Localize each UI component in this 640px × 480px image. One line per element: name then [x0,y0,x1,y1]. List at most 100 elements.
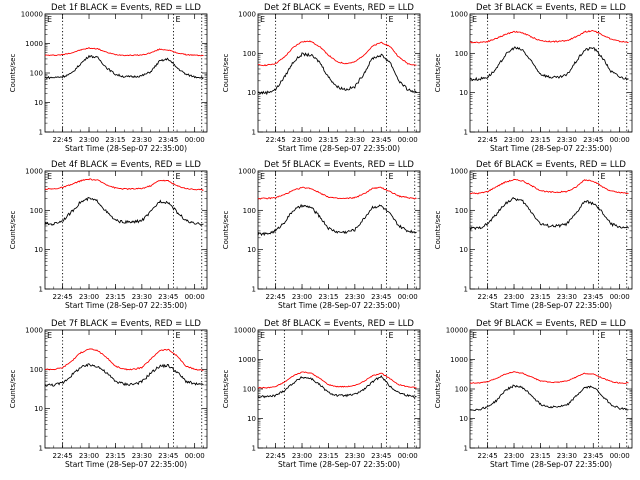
y-tick-label: 1 [39,129,43,137]
x-axis-label: Start Time (28-Sep-07 22:35:00) [278,460,400,469]
x-tick-label: 23:30 [132,293,152,301]
y-axis-label: Counts/sec [434,54,442,93]
plot-frame [44,170,208,290]
x-axis-label: Start Time (28-Sep-07 22:35:00) [490,301,612,310]
panel-det-2f: Det 2f BLACK = Events, RED = LLD 1 10 100 10… [222,3,421,153]
y-tick-label: 1 [464,286,468,294]
x-tick-label: 22:45 [53,136,73,144]
y-tick-label: 1 [252,129,256,137]
y-tick-label: 100 [455,50,468,58]
y-tick-label: 10 [459,246,468,254]
series-events-line [469,196,629,231]
series-lld-line [469,370,629,384]
y-tick-label: 10000 [21,11,43,19]
x-axis-label: Start Time (28-Sep-07 22:35:00) [65,144,187,153]
chart-title: Det 9f BLACK = Events, RED = LLD [476,319,626,329]
y-tick-label: 1000 [25,40,43,48]
y-axis-label: Counts/sec [9,54,17,93]
y-tick-label: 1000 [238,356,256,364]
y-tick-label: 1 [464,445,468,453]
y-axis-label: Counts/sec [434,211,442,250]
x-tick-label: 23:15 [318,136,338,144]
e-marker-label: E [389,172,394,181]
y-tick-label: 1000 [238,168,256,176]
y-axis-label: Counts/sec [434,370,442,409]
x-axis-label: Start Time (28-Sep-07 22:35:00) [490,460,612,469]
y-tick-label: 100 [243,207,256,215]
panel-det-4f: Det 4f BLACK = Events, RED = LLD 1 10 100 10… [9,160,208,310]
chart-title: Det 6f BLACK = Events, RED = LLD [476,160,626,170]
x-tick-label: 00:00 [398,293,418,301]
chart-title: Det 4f BLACK = Events, RED = LLD [51,160,201,170]
e-marker-label: E [47,331,52,340]
x-tick-label: 23:15 [105,136,125,144]
e-marker-label: E [260,331,265,340]
y-tick-label: 1 [39,445,43,453]
x-tick-label: 23:30 [557,136,577,144]
e-marker-label: E [389,331,394,340]
e-marker-label: E [47,15,52,24]
panel-det-5f: Det 5f BLACK = Events, RED = LLD 1 10 100 10… [222,160,421,310]
y-tick-label: 10 [34,405,43,413]
x-tick-label: 23:45 [583,293,603,301]
x-tick-label: 22:45 [53,293,73,301]
x-tick-label: 22:45 [478,452,498,460]
x-tick-label: 00:00 [610,136,630,144]
x-tick-label: 23:00 [292,452,312,460]
y-tick-label: 1 [39,286,43,294]
x-tick-label: 23:15 [318,293,338,301]
x-tick-label: 22:45 [266,452,286,460]
y-tick-label: 1 [252,286,256,294]
plot-frame [469,13,633,133]
x-tick-label: 22:45 [53,452,73,460]
x-axis-label: Start Time (28-Sep-07 22:35:00) [490,144,612,153]
y-tick-label: 100 [30,366,43,374]
x-tick-label: 23:30 [132,136,152,144]
chart-title: Det 3f BLACK = Events, RED = LLD [476,3,626,13]
x-tick-label: 23:45 [583,136,603,144]
y-tick-label: 10 [247,89,256,97]
y-tick-label: 10000 [234,327,256,335]
x-tick-label: 23:30 [557,452,577,460]
series-lld-line [45,348,204,371]
y-tick-label: 1 [464,129,468,137]
x-tick-label: 00:00 [398,136,418,144]
x-tick-label: 23:15 [318,452,338,460]
y-tick-label: 100 [455,386,468,394]
chart-title: Det 1f BLACK = Events, RED = LLD [51,3,201,13]
y-axis-label: Counts/sec [222,54,230,93]
x-tick-label: 00:00 [185,452,205,460]
y-tick-label: 100 [455,207,468,215]
panel-det-9f: Det 9f BLACK = Events, RED = LLD 1 10 100 10… [434,319,633,469]
series-events-line [257,374,417,399]
panel-det-8f: Det 8f BLACK = Events, RED = LLD 1 10 100 10… [222,319,421,469]
x-tick-label: 23:45 [371,293,391,301]
series-events-line [469,46,629,81]
plot-frame [44,13,208,133]
y-tick-label: 10 [34,246,43,254]
x-tick-label: 22:45 [266,136,286,144]
x-tick-label: 23:00 [292,293,312,301]
y-tick-label: 100 [30,70,43,78]
x-tick-label: 23:45 [158,452,178,460]
x-tick-label: 23:45 [371,136,391,144]
x-tick-label: 23:00 [79,293,99,301]
x-tick-label: 23:00 [292,136,312,144]
e-marker-label: E [260,15,265,24]
plot-frame [257,329,421,449]
series-events-line [469,384,629,411]
x-tick-label: 23:30 [345,452,365,460]
series-lld-line [469,178,629,195]
x-tick-label: 23:00 [504,452,524,460]
series-events-line [44,196,204,226]
x-tick-label: 23:45 [158,136,178,144]
y-tick-label: 10000 [446,327,468,335]
x-tick-label: 22:45 [478,136,498,144]
panel-det-7f: Det 7f BLACK = Events, RED = LLD 1 10 100 10… [9,319,208,469]
e-marker-label: E [472,15,477,24]
y-tick-label: 1000 [450,11,468,19]
e-marker-label: E [260,172,265,181]
e-marker-label: E [176,15,181,24]
